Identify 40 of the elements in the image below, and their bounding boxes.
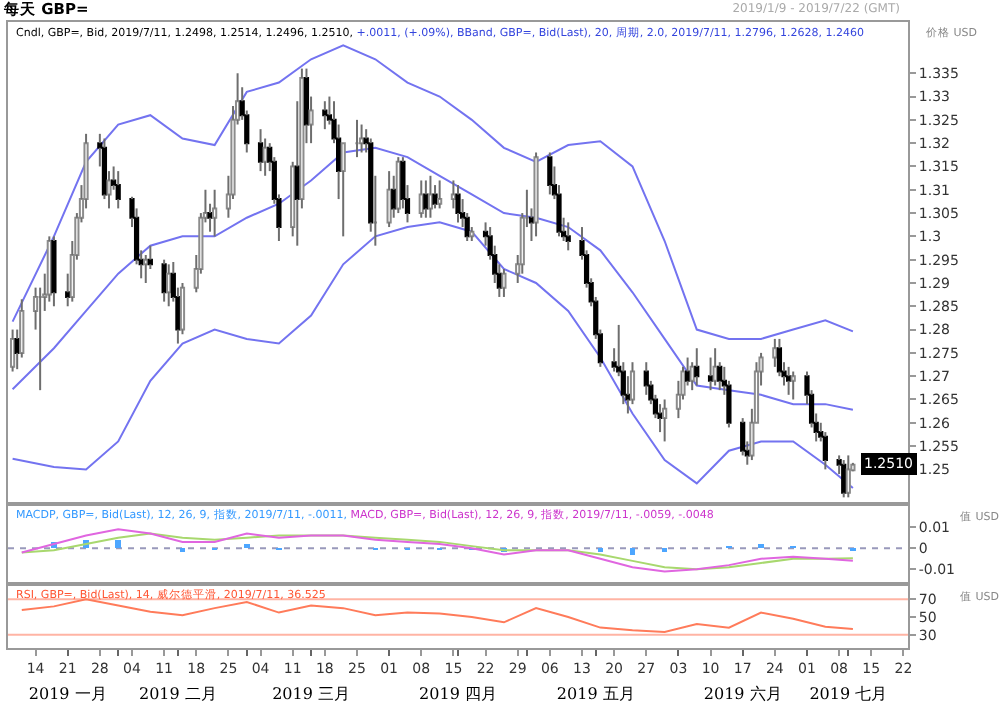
candlestick bbox=[707, 356, 714, 392]
candlestick bbox=[629, 361, 636, 406]
candlestick bbox=[565, 221, 571, 252]
candlestick bbox=[115, 170, 121, 210]
candlestick bbox=[423, 179, 429, 219]
candlestick bbox=[533, 151, 539, 238]
candlestick bbox=[212, 188, 218, 238]
candlestick bbox=[662, 398, 668, 443]
line-series bbox=[20, 598, 854, 634]
candlestick bbox=[65, 272, 71, 308]
candlestick bbox=[455, 184, 461, 224]
candlestick bbox=[400, 156, 406, 210]
candlestick bbox=[257, 128, 264, 173]
x2-tick-label: 2019 六月 bbox=[703, 685, 782, 704]
line-series bbox=[11, 44, 854, 340]
candlestick bbox=[308, 95, 314, 145]
x2-tick-label: 2019 七月 bbox=[809, 685, 888, 704]
candlestick bbox=[648, 379, 654, 406]
x2-tick-label: 2019 四月 bbox=[419, 685, 497, 704]
candlestick bbox=[643, 361, 649, 396]
x2-tick-label: 2019 五月 bbox=[556, 685, 635, 704]
candlestick bbox=[391, 174, 397, 219]
candlestick bbox=[9, 328, 16, 373]
x2-tick-label: 2019 二月 bbox=[138, 685, 217, 704]
candlestick bbox=[459, 198, 466, 229]
candlestick bbox=[786, 365, 792, 396]
candlestick bbox=[166, 263, 172, 308]
candlestick bbox=[106, 170, 112, 210]
candlestick bbox=[684, 356, 691, 387]
candlestick bbox=[694, 347, 700, 387]
candlestick bbox=[822, 431, 828, 471]
candlestick bbox=[501, 268, 507, 298]
candlestick bbox=[230, 104, 236, 201]
candlestick bbox=[51, 235, 57, 308]
candlestick bbox=[772, 337, 778, 368]
candlestick bbox=[303, 67, 310, 145]
x2-tick-label: 2019 三月 bbox=[272, 685, 350, 704]
candlestick bbox=[547, 151, 553, 196]
x2-tick-label: 2019 一月 bbox=[28, 685, 107, 704]
candlestick bbox=[657, 403, 663, 434]
